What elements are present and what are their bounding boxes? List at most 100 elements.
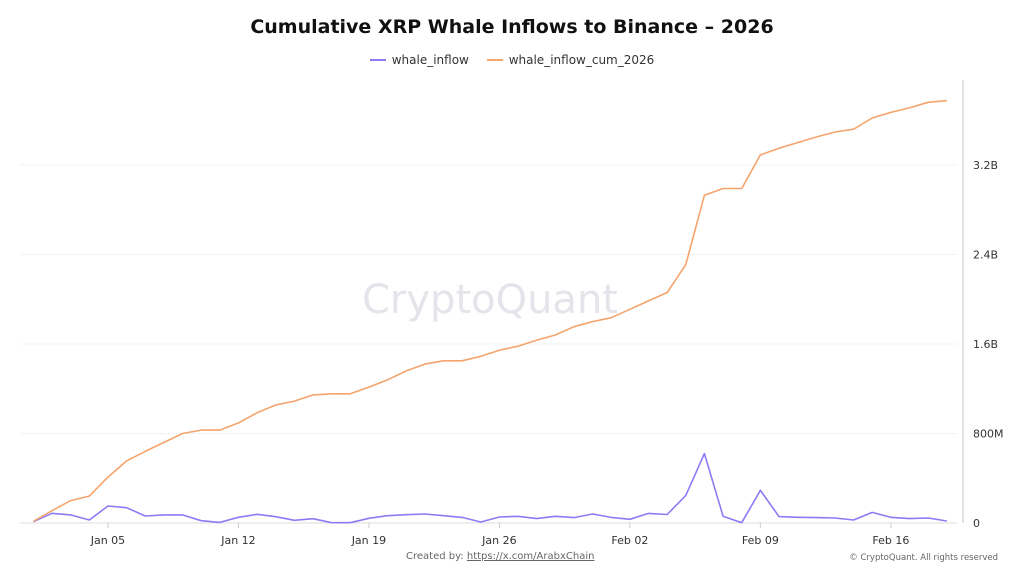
data-point-whale-inflow[interactable] [255, 512, 260, 517]
data-point-whale-inflow-cum-2026[interactable] [665, 290, 670, 295]
data-point-whale-inflow-cum-2026[interactable] [702, 193, 707, 198]
data-point-whale-inflow-cum-2026[interactable] [478, 354, 483, 359]
data-point-whale-inflow-cum-2026[interactable] [646, 298, 651, 303]
data-point-whale-inflow-cum-2026[interactable] [311, 392, 316, 397]
series-line-whale-inflow-cum-2026[interactable] [33, 99, 947, 522]
data-point-whale-inflow[interactable] [311, 516, 316, 521]
data-point-whale-inflow[interactable] [944, 518, 949, 523]
data-point-whale-inflow[interactable] [105, 503, 110, 508]
data-point-whale-inflow-cum-2026[interactable] [721, 186, 726, 191]
data-point-whale-inflow-cum-2026[interactable] [441, 358, 446, 363]
data-point-whale-inflow[interactable] [217, 520, 222, 525]
data-point-whale-inflow-cum-2026[interactable] [627, 307, 632, 312]
data-point-whale-inflow[interactable] [832, 515, 837, 520]
data-point-whale-inflow-cum-2026[interactable] [87, 494, 92, 499]
data-point-whale-inflow-cum-2026[interactable] [609, 315, 614, 320]
data-point-whale-inflow-cum-2026[interactable] [422, 362, 427, 367]
data-point-whale-inflow[interactable] [702, 451, 707, 456]
data-point-whale-inflow-cum-2026[interactable] [143, 449, 148, 454]
data-point-whale-inflow[interactable] [571, 515, 576, 520]
data-point-whale-inflow[interactable] [888, 515, 893, 520]
data-point-whale-inflow-cum-2026[interactable] [366, 385, 371, 390]
data-point-whale-inflow-cum-2026[interactable] [683, 262, 688, 267]
data-point-whale-inflow-cum-2026[interactable] [124, 458, 129, 463]
data-point-whale-inflow[interactable] [161, 512, 166, 517]
data-point-whale-inflow[interactable] [516, 514, 521, 519]
legend-item-whale-inflow[interactable]: whale_inflow [369, 53, 469, 67]
data-point-whale-inflow-cum-2026[interactable] [50, 508, 55, 513]
data-point-whale-inflow[interactable] [404, 512, 409, 517]
data-point-whale-inflow[interactable] [851, 517, 856, 522]
data-point-whale-inflow-cum-2026[interactable] [273, 402, 278, 407]
data-point-whale-inflow[interactable] [180, 512, 185, 517]
data-point-whale-inflow-cum-2026[interactable] [348, 391, 353, 396]
data-point-whale-inflow[interactable] [441, 513, 446, 518]
data-point-whale-inflow[interactable] [273, 514, 278, 519]
data-point-whale-inflow-cum-2026[interactable] [255, 410, 260, 415]
data-point-whale-inflow[interactable] [907, 516, 912, 521]
data-point-whale-inflow[interactable] [683, 493, 688, 498]
data-point-whale-inflow-cum-2026[interactable] [217, 428, 222, 433]
data-point-whale-inflow[interactable] [609, 515, 614, 520]
data-point-whale-inflow[interactable] [199, 518, 204, 523]
data-point-whale-inflow[interactable] [143, 513, 148, 518]
data-point-whale-inflow-cum-2026[interactable] [888, 110, 893, 115]
data-point-whale-inflow-cum-2026[interactable] [460, 358, 465, 363]
data-point-whale-inflow[interactable] [292, 518, 297, 523]
data-point-whale-inflow[interactable] [665, 512, 670, 517]
data-point-whale-inflow[interactable] [478, 519, 483, 524]
data-point-whale-inflow-cum-2026[interactable] [926, 100, 931, 105]
data-point-whale-inflow[interactable] [777, 514, 782, 519]
data-point-whale-inflow[interactable] [739, 520, 744, 525]
data-point-whale-inflow[interactable] [348, 520, 353, 525]
data-point-whale-inflow-cum-2026[interactable] [199, 428, 204, 433]
data-point-whale-inflow[interactable] [385, 513, 390, 518]
data-point-whale-inflow[interactable] [627, 517, 632, 522]
data-point-whale-inflow-cum-2026[interactable] [68, 498, 73, 503]
data-point-whale-inflow-cum-2026[interactable] [105, 475, 110, 480]
data-point-whale-inflow[interactable] [646, 511, 651, 516]
legend-item-whale-inflow-cum[interactable]: whale_inflow_cum_2026 [486, 53, 654, 67]
data-point-whale-inflow-cum-2026[interactable] [851, 127, 856, 132]
data-point-whale-inflow[interactable] [553, 514, 558, 519]
data-point-whale-inflow-cum-2026[interactable] [161, 440, 166, 445]
data-point-whale-inflow-cum-2026[interactable] [944, 98, 949, 103]
data-point-whale-inflow-cum-2026[interactable] [870, 116, 875, 121]
data-point-whale-inflow[interactable] [795, 515, 800, 520]
data-point-whale-inflow-cum-2026[interactable] [739, 186, 744, 191]
data-point-whale-inflow[interactable] [534, 516, 539, 521]
data-point-whale-inflow[interactable] [758, 488, 763, 493]
data-point-whale-inflow-cum-2026[interactable] [777, 146, 782, 151]
data-point-whale-inflow[interactable] [814, 515, 819, 520]
data-point-whale-inflow[interactable] [926, 515, 931, 520]
data-point-whale-inflow-cum-2026[interactable] [236, 420, 241, 425]
data-point-whale-inflow[interactable] [590, 512, 595, 517]
data-point-whale-inflow[interactable] [366, 516, 371, 521]
data-point-whale-inflow-cum-2026[interactable] [795, 140, 800, 145]
data-point-whale-inflow[interactable] [870, 510, 875, 515]
data-point-whale-inflow-cum-2026[interactable] [758, 152, 763, 157]
data-point-whale-inflow[interactable] [124, 505, 129, 510]
data-point-whale-inflow-cum-2026[interactable] [907, 105, 912, 110]
data-point-whale-inflow-cum-2026[interactable] [404, 368, 409, 373]
data-point-whale-inflow[interactable] [497, 514, 502, 519]
data-point-whale-inflow-cum-2026[interactable] [832, 129, 837, 134]
data-point-whale-inflow-cum-2026[interactable] [534, 338, 539, 343]
data-point-whale-inflow-cum-2026[interactable] [31, 519, 36, 524]
data-point-whale-inflow[interactable] [721, 514, 726, 519]
data-point-whale-inflow-cum-2026[interactable] [292, 399, 297, 404]
data-point-whale-inflow-cum-2026[interactable] [814, 135, 819, 140]
data-point-whale-inflow[interactable] [87, 517, 92, 522]
data-point-whale-inflow[interactable] [68, 512, 73, 517]
data-point-whale-inflow-cum-2026[interactable] [571, 324, 576, 329]
data-point-whale-inflow-cum-2026[interactable] [590, 319, 595, 324]
data-point-whale-inflow[interactable] [460, 515, 465, 520]
data-point-whale-inflow-cum-2026[interactable] [385, 377, 390, 382]
data-point-whale-inflow[interactable] [329, 520, 334, 525]
series-line-whale-inflow[interactable] [33, 452, 947, 524]
data-point-whale-inflow-cum-2026[interactable] [180, 431, 185, 436]
created-by-link[interactable]: https://x.com/ArabxChain [466, 551, 595, 562]
data-point-whale-inflow[interactable] [236, 515, 241, 520]
data-point-whale-inflow-cum-2026[interactable] [497, 348, 502, 353]
data-point-whale-inflow[interactable] [422, 512, 427, 517]
